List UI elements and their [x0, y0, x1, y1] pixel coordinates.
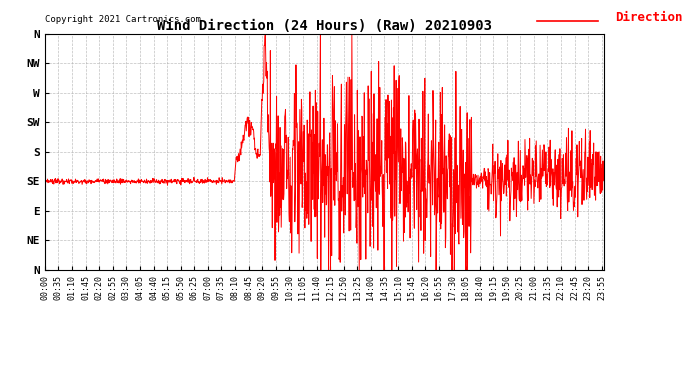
Text: Copyright 2021 Cartronics.com: Copyright 2021 Cartronics.com	[45, 15, 201, 24]
Text: Direction: Direction	[615, 11, 682, 24]
Title: Wind Direction (24 Hours) (Raw) 20210903: Wind Direction (24 Hours) (Raw) 20210903	[157, 19, 492, 33]
